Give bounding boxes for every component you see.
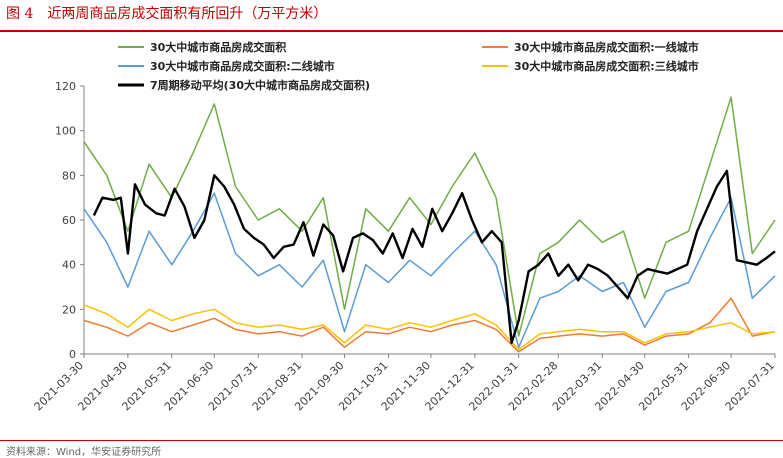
y-tick-label: 60 [62,214,76,227]
chart: 30大中城市商品房成交面积 30大中城市商品房成交面积:一线城市 30大中城市商品房… [32,40,777,413]
y-tick-label: 40 [62,259,76,272]
bottom-rule [0,440,783,441]
y-tick-label: 120 [55,80,76,93]
legend-label-total: 30大中城市商品房成交面积 [150,40,286,54]
legend-label-ma7: 7周期移动平均(30大中城市商品房成交面积) [150,78,370,92]
legend-label-tier3: 30大中城市商品房成交面积:三线城市 [514,59,699,73]
series-line-tier1 [83,297,776,353]
legend-label-tier1: 30大中城市商品房成交面积:一线城市 [514,40,699,54]
legend-label-tier2: 30大中城市商品房成交面积:二线城市 [150,59,335,73]
series-line-tier2 [83,192,776,349]
source-note: 资料来源：Wind，华安证券研究所 [6,447,162,458]
y-tick-label: 100 [55,125,76,138]
y-tick-label: 80 [62,169,76,182]
y-tick-label: 20 [62,303,76,316]
title-rule [0,30,783,32]
plot-area: 0204060801001202021-03-302021-04-302021-… [32,80,777,413]
legend: 30大中城市商品房成交面积 30大中城市商品房成交面积:一线城市 30大中城市商品房… [118,40,699,92]
series-line-tier3 [83,304,776,351]
figure-title: 图 4 近两周商品房成交面积有所回升（万平方米） [6,6,328,22]
series-line-ma7 [92,169,776,344]
series-line-total [83,96,776,337]
y-tick-label: 0 [69,348,76,361]
